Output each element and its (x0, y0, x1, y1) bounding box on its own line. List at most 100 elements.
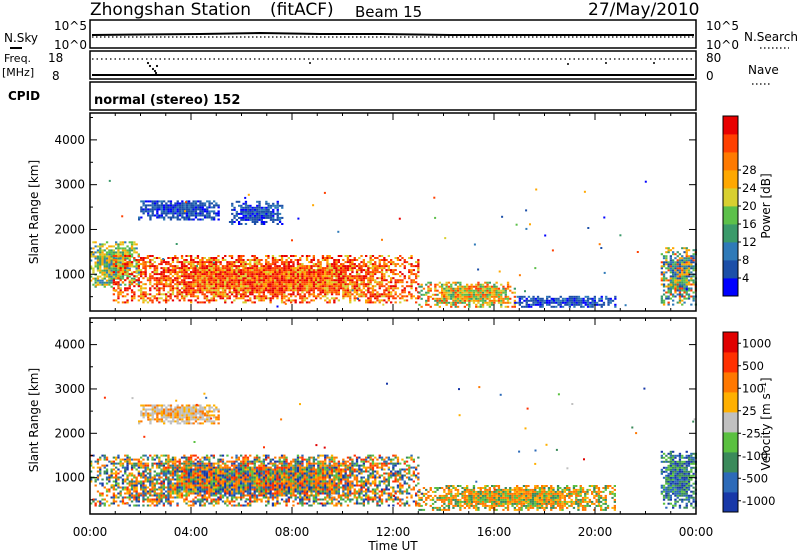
data-cell (201, 202, 204, 205)
data-cell (105, 265, 109, 268)
data-cell (219, 269, 222, 272)
data-cell (201, 271, 204, 274)
data-cell (349, 255, 352, 257)
data-cell (568, 303, 571, 306)
data-cell (137, 498, 140, 501)
nsky-tick-bottom: 10^0 (54, 38, 87, 52)
data-cell (280, 277, 284, 280)
data-cell (196, 257, 200, 259)
data-cell (346, 261, 350, 264)
data-cell (665, 251, 668, 254)
data-cell (258, 259, 261, 261)
data-cell (340, 267, 343, 270)
data-cell (110, 265, 113, 268)
data-cell (299, 301, 302, 304)
data-cell (160, 277, 163, 280)
data-cell (213, 404, 216, 407)
data-cell (315, 275, 318, 278)
data-cell (215, 279, 218, 282)
data-cell (174, 414, 177, 417)
data-cell (299, 267, 302, 270)
data-cell (187, 267, 190, 270)
data-cell (253, 271, 256, 274)
data-cell (305, 285, 309, 288)
data-cell (174, 492, 177, 495)
data-cell (281, 216, 284, 219)
data-cell (158, 496, 161, 499)
data-cell (681, 295, 684, 298)
data-cell (310, 277, 313, 280)
data-cell (235, 261, 238, 264)
data-cell (235, 265, 238, 268)
data-cell (115, 263, 118, 266)
data-cell (692, 255, 695, 258)
data-cell (197, 204, 200, 207)
data-cell (299, 259, 302, 261)
freq-label-2: [MHz] (2, 66, 34, 79)
data-cell (201, 218, 204, 221)
data-cell (230, 269, 234, 272)
data-cell (504, 305, 507, 308)
data-cell (317, 271, 320, 274)
data-cell (215, 212, 218, 215)
data-cell (144, 412, 148, 415)
data-cell (378, 295, 381, 298)
data-cell (272, 202, 275, 205)
data-cell (260, 223, 263, 225)
data-cell (149, 259, 152, 261)
colorbar-tick-label: 20 (742, 199, 757, 213)
data-cell (224, 273, 227, 276)
data-cell (103, 464, 106, 467)
data-cell (153, 406, 157, 409)
data-cell (174, 206, 177, 209)
data-cell (90, 267, 93, 270)
data-cell (201, 287, 204, 290)
data-cell (137, 295, 140, 298)
data-cell (169, 212, 173, 215)
data-cell (126, 488, 129, 491)
data-cell (135, 490, 138, 493)
data-cell (674, 267, 677, 270)
data-cell (244, 285, 247, 288)
data-cell (99, 502, 102, 505)
data-cell (681, 273, 684, 276)
data-cell (247, 216, 250, 219)
data-cell (253, 212, 257, 215)
data-cell (260, 279, 263, 282)
data-cell (103, 456, 106, 459)
data-cell (99, 263, 102, 266)
data-cell (296, 265, 300, 268)
data-cell (330, 281, 334, 284)
data-cell (346, 287, 350, 290)
data-cell (165, 206, 168, 209)
data-cell (114, 289, 117, 292)
data-cell (660, 253, 663, 256)
data-cell (258, 216, 261, 219)
data-cell (149, 454, 152, 457)
data-cell (215, 281, 218, 284)
data-cell (171, 281, 175, 284)
data-cell (321, 285, 325, 288)
data-cell (260, 221, 263, 223)
data-cell (155, 287, 159, 290)
data-cell (349, 277, 352, 280)
data-cell (230, 283, 234, 286)
data-cell (669, 259, 672, 262)
data-cell (176, 279, 179, 282)
data-cell (333, 273, 336, 276)
data-cell (215, 416, 218, 419)
data-cell (292, 277, 295, 280)
data-cell (244, 295, 247, 298)
data-cell (121, 275, 125, 278)
data-cell (185, 458, 188, 461)
data-cell (484, 295, 487, 298)
data-cell (583, 190, 586, 193)
data-cell (169, 297, 172, 300)
data-cell (133, 484, 136, 487)
data-cell (96, 470, 100, 473)
data-cell (687, 263, 691, 266)
data-cell (224, 255, 227, 257)
data-cell (271, 255, 275, 257)
data-cell (420, 283, 423, 286)
data-cell (271, 281, 275, 284)
